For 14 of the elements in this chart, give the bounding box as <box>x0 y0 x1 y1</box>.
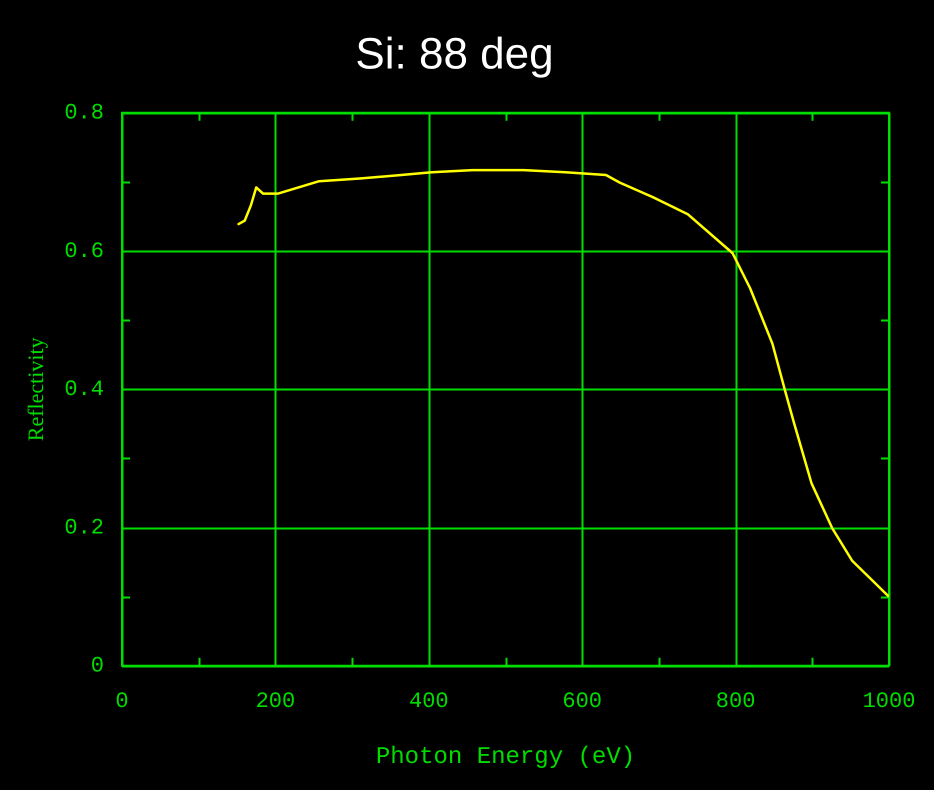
y-tick-label: 0.4 <box>64 377 104 402</box>
x-axis-title: Photon Energy (eV) <box>376 744 636 771</box>
chart-title: Si: 88 deg <box>355 30 554 79</box>
y-tick-label: 0.6 <box>64 238 104 264</box>
x-tick-label: 0 <box>115 688 129 714</box>
x-tick-label: 400 <box>409 688 449 714</box>
x-tick-label: 1000 <box>862 688 916 714</box>
y-tick-label: 0 <box>90 654 104 679</box>
y-tick-label: 0.8 <box>64 100 104 126</box>
x-tick-label: 200 <box>256 688 296 714</box>
y-tick-label: 0.2 <box>64 515 104 540</box>
x-tick-label: 800 <box>716 688 756 714</box>
x-tick-label: 600 <box>562 688 602 714</box>
y-axis-title: Reflectivity <box>22 337 48 442</box>
